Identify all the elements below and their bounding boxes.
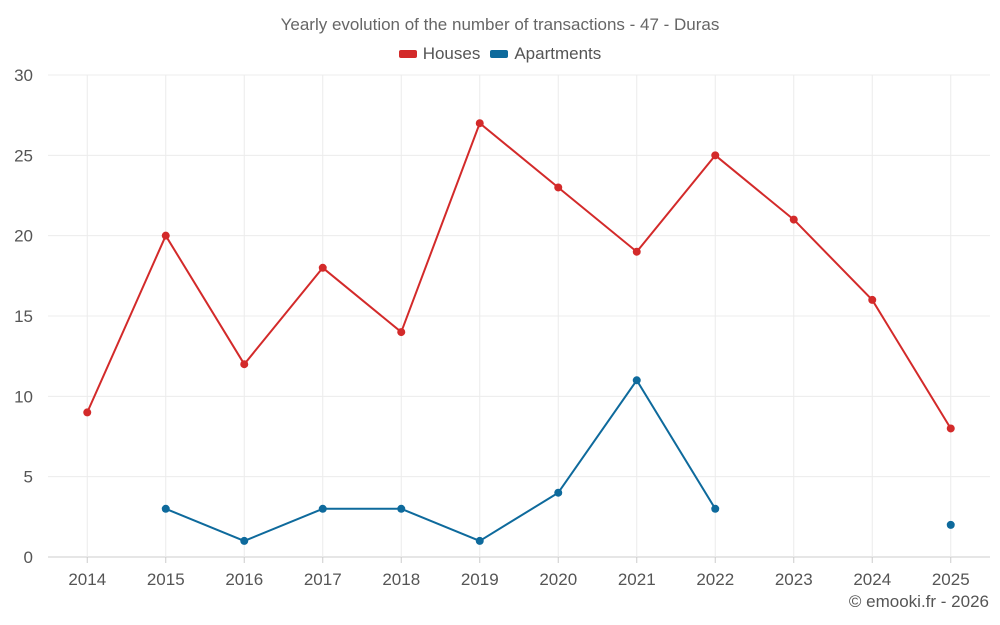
x-tick-label-2020: 2020 — [539, 570, 577, 589]
data-point-houses-2017 — [318, 263, 327, 272]
data-point-apartments-2020 — [554, 488, 563, 497]
data-point-houses-2018 — [397, 328, 406, 337]
y-tick-label-10: 10 — [14, 387, 33, 406]
data-point-apartments-2018 — [397, 504, 406, 513]
x-tick-label-2021: 2021 — [618, 570, 656, 589]
data-point-houses-2015 — [161, 231, 170, 240]
data-point-houses-2025 — [946, 424, 955, 433]
legend-label-houses: Houses — [422, 44, 481, 63]
x-tick-label-2019: 2019 — [461, 570, 499, 589]
data-point-houses-2024 — [868, 295, 877, 304]
series-line-apartments-0 — [165, 379, 717, 542]
x-tick-label-2022: 2022 — [696, 570, 734, 589]
data-point-houses-2014 — [83, 408, 92, 417]
x-tick-label-2016: 2016 — [225, 570, 263, 589]
legend-item-houses[interactable]: Houses — [398, 44, 481, 64]
y-tick-label-0: 0 — [24, 548, 33, 567]
data-point-houses-2021 — [632, 247, 641, 256]
credit-text: © emooki.fr - 2026 — [848, 592, 989, 611]
data-point-apartments-2015 — [161, 504, 170, 513]
data-point-apartments-2025 — [946, 520, 955, 529]
legend-swatch-apartments — [490, 50, 509, 58]
legend-swatch-houses — [398, 50, 417, 58]
y-tick-label-20: 20 — [14, 227, 33, 246]
legend-label-apartments: Apartments — [514, 44, 602, 63]
x-tick-label-2017: 2017 — [304, 570, 342, 589]
legend: Houses Apartments — [0, 44, 1000, 64]
y-tick-label-15: 15 — [14, 307, 33, 326]
data-point-houses-2016 — [240, 360, 249, 369]
x-tick-label-2015: 2015 — [147, 570, 185, 589]
data-point-apartments-2022 — [711, 504, 720, 513]
x-tick-label-2025: 2025 — [932, 570, 970, 589]
data-point-apartments-2021 — [632, 376, 641, 385]
legend-item-apartments[interactable]: Apartments — [490, 44, 601, 64]
data-point-apartments-2017 — [318, 504, 327, 513]
data-point-houses-2020 — [554, 183, 563, 192]
data-point-houses-2023 — [789, 215, 798, 224]
series-line-houses-0 — [86, 122, 952, 429]
chart-title: Yearly evolution of the number of transa… — [280, 15, 720, 34]
x-tick-label-2023: 2023 — [775, 570, 813, 589]
y-tick-label-5: 5 — [24, 468, 33, 487]
data-point-apartments-2016 — [240, 536, 249, 545]
data-point-houses-2019 — [475, 119, 484, 128]
x-tick-label-2014: 2014 — [68, 570, 106, 589]
x-tick-label-2018: 2018 — [382, 570, 420, 589]
x-tick-label-2024: 2024 — [853, 570, 891, 589]
data-point-houses-2022 — [711, 151, 720, 160]
y-tick-label-30: 30 — [14, 66, 33, 85]
y-tick-label-25: 25 — [14, 146, 33, 165]
data-point-apartments-2019 — [475, 536, 484, 545]
